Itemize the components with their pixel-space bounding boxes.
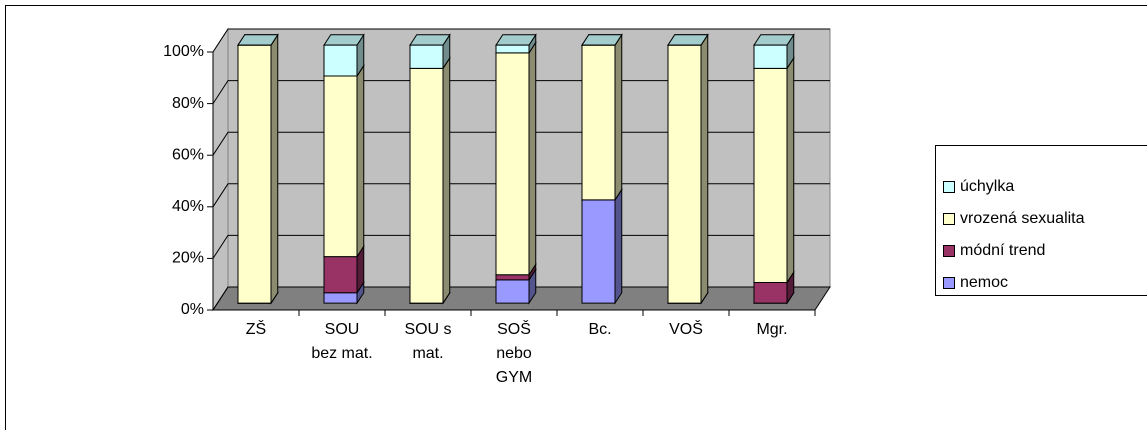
x-tick-label: GYM (496, 369, 532, 386)
legend-swatch (943, 181, 955, 193)
x-tick-label: Mgr. (756, 321, 787, 338)
legend-box (935, 145, 1147, 296)
bar (753, 281, 788, 304)
x-tick-label: SOŠ (497, 319, 531, 338)
x-tick-label: SOU s (404, 321, 451, 338)
x-tick-label: nebo (496, 345, 532, 362)
bar (409, 44, 444, 69)
bar (495, 52, 530, 276)
bar (237, 44, 272, 304)
bar (495, 44, 530, 54)
bar (495, 279, 530, 304)
bar-top (237, 34, 279, 46)
bar (753, 67, 788, 283)
bar (753, 44, 788, 69)
legend-swatch (943, 277, 955, 289)
x-tick-label: SOU (325, 321, 360, 338)
bar (667, 44, 702, 304)
bar-top (581, 34, 623, 46)
bar-side (614, 33, 623, 202)
bar (323, 292, 358, 304)
bar (409, 67, 444, 304)
bar (581, 44, 616, 201)
y-tick-label: 100% (163, 43, 204, 60)
side-wall (212, 27, 229, 312)
bar-side (442, 56, 451, 305)
legend-label: úchylka (960, 178, 1014, 195)
legend-label: vrozená sexualita (960, 210, 1085, 227)
grid-line (212, 183, 830, 208)
legend-label: módní trend (960, 242, 1045, 259)
y-tick-label: 60% (172, 146, 204, 163)
bar (323, 75, 358, 258)
x-tick-label: Bc. (588, 321, 611, 338)
y-tick-label: 0% (181, 301, 204, 318)
y-tick-label: 20% (172, 250, 204, 267)
legend-label: nemoc (960, 274, 1008, 291)
grid-line (212, 286, 830, 311)
bar-top (753, 34, 795, 46)
grid-line (212, 80, 830, 104)
bar-side (700, 33, 709, 305)
legend-swatch (943, 213, 955, 225)
grid-line (212, 131, 830, 156)
bar (323, 44, 358, 77)
x-tick-label: ZŠ (246, 319, 266, 338)
grid-line (212, 28, 830, 53)
bar-side (614, 187, 623, 305)
bar (495, 274, 530, 281)
x-tick-label: bez mat. (311, 345, 372, 362)
bar-top (409, 34, 451, 46)
bar-side (786, 56, 795, 285)
bar-top (495, 34, 537, 46)
legend-swatch (943, 245, 955, 257)
bar (581, 199, 616, 304)
bar-side (528, 40, 537, 277)
grid-line (212, 234, 830, 259)
y-tick-label: 40% (172, 198, 204, 215)
bar-side (270, 33, 279, 305)
bar-top (323, 34, 365, 46)
y-tick-label: 80% (172, 95, 204, 112)
bar-top (667, 34, 709, 46)
x-tick-label: VOŠ (669, 319, 703, 338)
bar (323, 256, 358, 294)
x-tick-label: mat. (412, 345, 443, 362)
bar-side (356, 64, 365, 259)
